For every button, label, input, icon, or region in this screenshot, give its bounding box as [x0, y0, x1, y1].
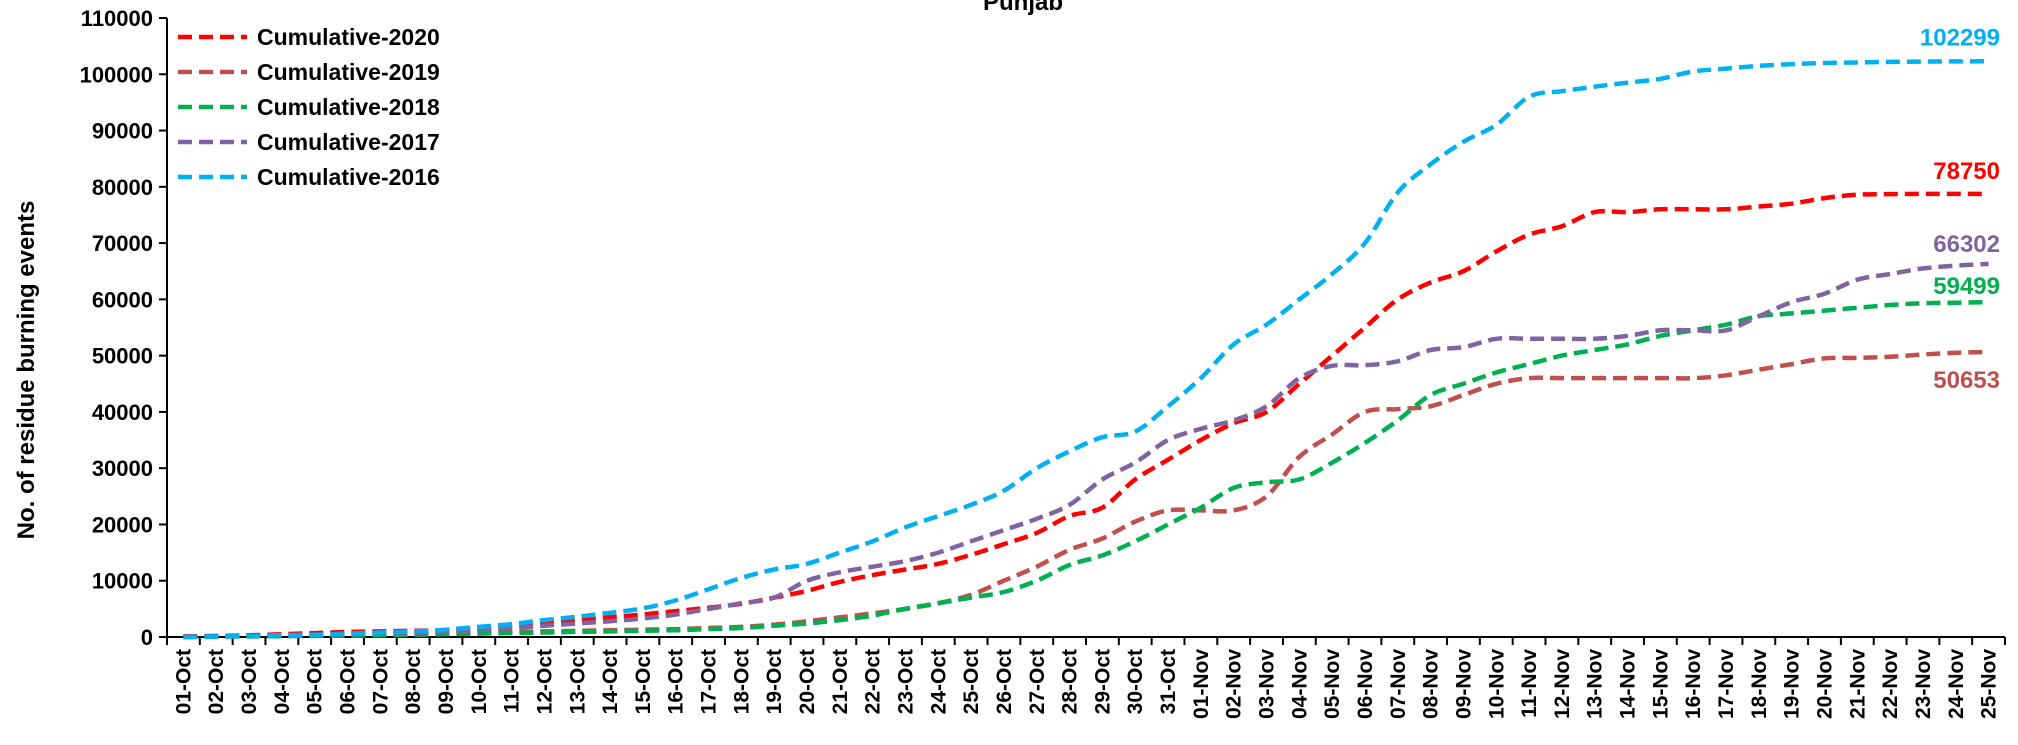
x-tick-label: 16-Nov: [1682, 649, 1705, 719]
x-tick-label: 05-Oct: [304, 649, 327, 714]
y-tick-label: 100000: [80, 62, 153, 87]
x-tick-label: 11-Oct: [501, 649, 524, 713]
legend-label: Cumulative-2019: [257, 59, 440, 85]
x-tick-label: 22-Oct: [862, 649, 885, 714]
x-tick-label: 18-Nov: [1748, 649, 1771, 719]
end-labels: 78750 50653 59499 66302 102299: [1920, 24, 2000, 394]
x-tick-label: 31-Oct: [1157, 649, 1180, 714]
x-tick-label: 21-Nov: [1846, 649, 1869, 719]
x-tick-label: 30-Oct: [1124, 649, 1147, 714]
series-line-cumulative-2019: [183, 352, 1988, 637]
legend-label: Cumulative-2018: [257, 94, 440, 120]
x-tick-label: 15-Nov: [1649, 649, 1672, 719]
x-tick-label: 13-Nov: [1584, 649, 1607, 719]
x-tick-label: 04-Oct: [271, 649, 294, 714]
y-tick-label: 40000: [92, 400, 153, 425]
y-tick-label: 90000: [92, 119, 153, 144]
end-value-label: 66302: [1933, 231, 2000, 258]
y-tick-label: 60000: [92, 287, 153, 312]
x-tick-label: 10-Nov: [1485, 649, 1508, 719]
x-tick-label: 06-Oct: [337, 649, 360, 714]
series-lines: [183, 61, 1988, 637]
end-value-label: 50653: [1933, 367, 2000, 394]
y-tick-label: 30000: [92, 456, 153, 481]
x-tick-label: 05-Nov: [1321, 649, 1344, 719]
x-tick-label: 19-Oct: [763, 649, 786, 714]
x-tick-label: 06-Nov: [1354, 649, 1377, 719]
x-tick-label: 07-Oct: [369, 649, 392, 714]
legend-label: Cumulative-2020: [257, 24, 440, 50]
x-tick-label: 01-Oct: [172, 649, 195, 714]
chart-title: Punjab: [983, 0, 1063, 16]
x-tick-label: 01-Nov: [1190, 649, 1213, 719]
end-value-label: 102299: [1920, 24, 2000, 51]
end-value-label: 78750: [1933, 158, 2000, 185]
y-tick-label: 110000: [81, 6, 153, 31]
series-line-cumulative-2018: [183, 302, 1988, 637]
y-tick-label: 0: [141, 625, 153, 650]
x-tick-label: 02-Nov: [1223, 649, 1246, 719]
x-tick-label: 17-Nov: [1715, 649, 1738, 719]
series-line-cumulative-2017: [183, 264, 1988, 637]
x-tick-label: 09-Oct: [435, 649, 458, 714]
y-axis: 0 10000 20000 30000 40000 50000 60000 70000 8000…: [80, 6, 167, 650]
x-tick-label: 15-Oct: [632, 649, 655, 714]
x-tick-label: 07-Nov: [1387, 649, 1410, 719]
y-tick-label: 70000: [92, 231, 153, 256]
x-tick-label: 27-Oct: [1026, 649, 1049, 714]
x-tick-label: 20-Oct: [796, 649, 819, 714]
x-tick-label: 16-Oct: [665, 649, 688, 714]
x-tick-label: 13-Oct: [566, 649, 589, 714]
x-tick-label: 08-Nov: [1420, 649, 1443, 719]
legend: Cumulative-2020 Cumulative-2019 Cumulative…: [178, 24, 440, 190]
x-tick-label: 09-Nov: [1452, 649, 1475, 719]
x-tick-label: 03-Nov: [1256, 649, 1279, 719]
x-tick-label: 04-Nov: [1288, 649, 1311, 719]
x-axis: 01-Oct 02-Oct 03-Oct 04-Oct 05-Oct 06-Oct 07-O…: [167, 637, 2005, 719]
x-tick-label: 26-Oct: [993, 649, 1016, 714]
y-tick-label: 10000: [92, 569, 153, 594]
x-tick-label: 02-Oct: [205, 649, 228, 714]
series-line-cumulative-2016: [183, 61, 1988, 637]
x-tick-label: 11-Nov: [1518, 649, 1541, 718]
x-tick-label: 14-Oct: [599, 649, 622, 714]
x-tick-label: 28-Oct: [1059, 649, 1082, 714]
x-tick-label: 12-Nov: [1551, 649, 1574, 719]
x-tick-label: 24-Oct: [927, 649, 950, 714]
x-tick-label: 17-Oct: [698, 649, 721, 714]
x-tick-label: 18-Oct: [730, 649, 753, 714]
x-tick-label: 25-Nov: [1978, 649, 2001, 719]
x-tick-label: 14-Nov: [1617, 649, 1640, 719]
x-tick-label: 20-Nov: [1814, 649, 1837, 719]
y-tick-label: 50000: [92, 344, 153, 369]
x-tick-label: 03-Oct: [238, 649, 261, 714]
x-tick-label: 23-Oct: [895, 649, 918, 714]
x-tick-label: 12-Oct: [533, 649, 556, 714]
x-tick-label: 25-Oct: [960, 649, 983, 714]
y-axis-title: No. of residue burning events: [13, 201, 40, 540]
x-tick-label: 19-Nov: [1781, 649, 1804, 719]
y-tick-label: 80000: [92, 175, 153, 200]
end-value-label: 59499: [1933, 273, 2000, 300]
x-tick-label: 21-Oct: [829, 649, 852, 714]
legend-label: Cumulative-2017: [257, 129, 440, 155]
x-tick-label: 29-Oct: [1091, 649, 1114, 714]
x-tick-label: 24-Nov: [1945, 649, 1968, 719]
x-tick-label: 10-Oct: [468, 649, 491, 714]
legend-label: Cumulative-2016: [257, 164, 440, 190]
x-tick-label: 23-Nov: [1912, 649, 1935, 719]
series-line-cumulative-2020: [183, 194, 1988, 637]
x-tick-label: 22-Nov: [1879, 649, 1902, 719]
x-tick-label: 08-Oct: [402, 649, 425, 714]
y-tick-label: 20000: [92, 512, 153, 537]
